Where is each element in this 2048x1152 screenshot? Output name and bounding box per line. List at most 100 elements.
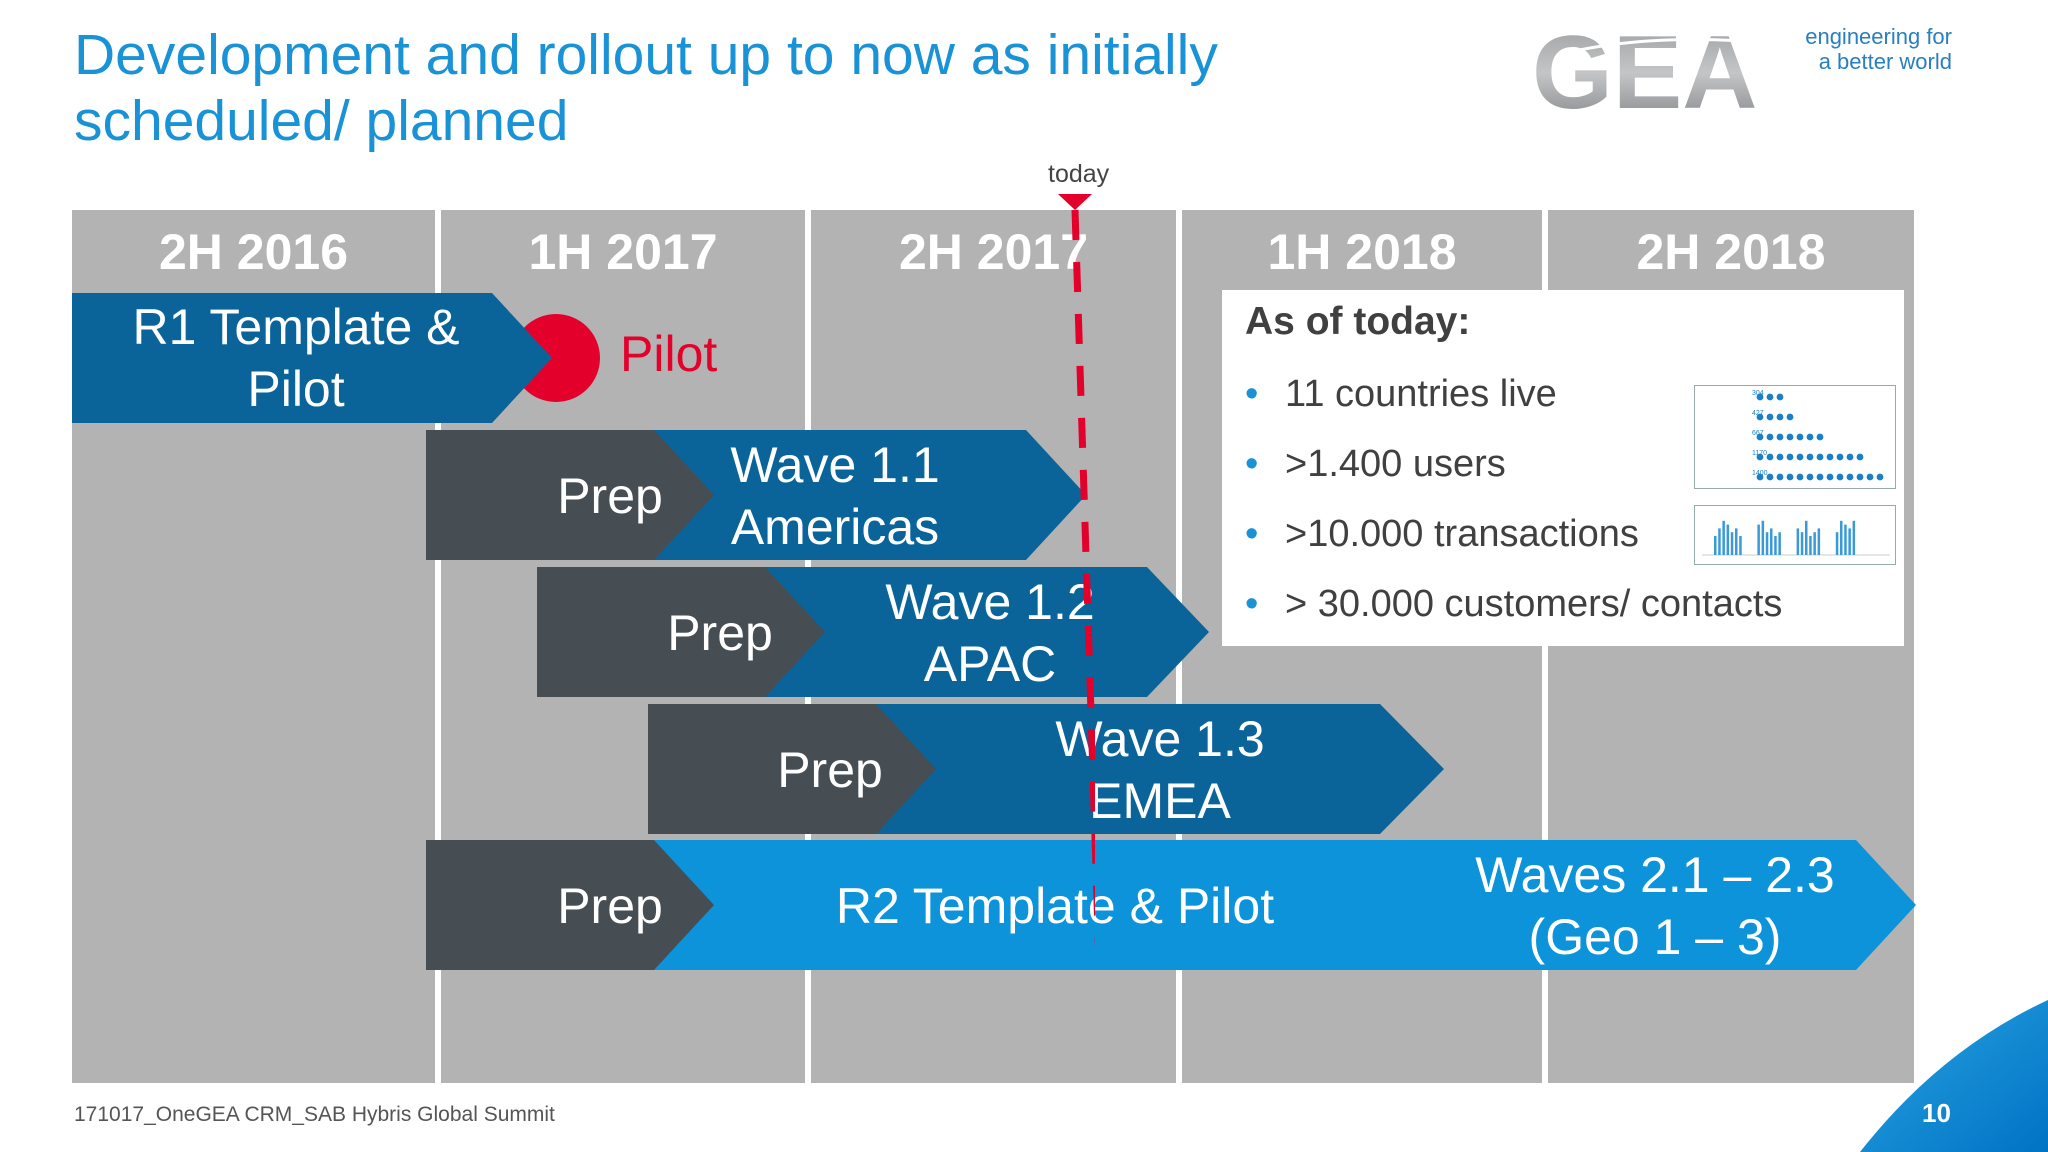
person-pictogram — [1806, 473, 1814, 481]
person-pictogram — [1846, 473, 1854, 481]
today-line — [1058, 194, 1095, 948]
person-pictogram — [1756, 413, 1764, 421]
person-pictogram — [1756, 473, 1764, 481]
bullet-transactions-text: >10.000 transactions — [1285, 513, 1639, 555]
transaction-bar — [1765, 532, 1769, 555]
person-pictogram — [1816, 453, 1824, 461]
transaction-bar — [1714, 536, 1717, 555]
transaction-bar — [1726, 524, 1730, 555]
corner-swoosh — [1860, 1000, 2048, 1152]
gea-logo: GEA — [1532, 22, 1781, 122]
column-header-2h-2016: 2H 2016 — [158, 224, 349, 280]
r2-waves-line-1: Waves 2.1 – 2.3 — [1475, 847, 1835, 903]
column-header-2h-2018: 2H 2018 — [1636, 224, 1826, 280]
person-pictogram — [1876, 473, 1884, 481]
bullet-users: • >1.400 users — [1245, 443, 1506, 485]
wave-1-3-bar — [648, 704, 1444, 834]
person-pictogram — [1766, 473, 1774, 481]
transaction-bar — [1739, 536, 1742, 555]
person-pictogram — [1866, 473, 1874, 481]
person-pictogram — [1776, 393, 1784, 401]
person-pictogram — [1796, 473, 1804, 481]
transaction-bar — [1805, 520, 1808, 555]
title-line-2: scheduled/ planned — [74, 89, 569, 153]
thumb-value-4: 1170 — [1752, 450, 1767, 457]
person-pictogram — [1826, 473, 1834, 481]
transaction-bar — [1757, 524, 1760, 555]
transaction-bar — [1718, 528, 1721, 555]
pilot-marker — [512, 314, 600, 402]
transaction-bar — [1809, 536, 1812, 555]
r1-label-line-2: Pilot — [247, 361, 345, 417]
column-header-2h-2017: 2H 2017 — [898, 224, 1089, 280]
r2-waves-line-2: (Geo 1 – 3) — [1528, 909, 1782, 965]
users-growth-thumbnail: 304 427 667 1170 1400 — [1694, 385, 1896, 489]
r1-bar — [72, 293, 600, 423]
person-pictogram — [1856, 473, 1864, 481]
person-pictogram — [1806, 433, 1814, 441]
wave-1-3-label-line-2: EMEA — [1089, 773, 1231, 829]
page-title: Development and rollout up to now as ini… — [74, 22, 1218, 154]
r2-waves-label: Waves 2.1 – 2.3 (Geo 1 – 3) — [1440, 844, 1870, 968]
transaction-bar — [1813, 532, 1816, 555]
person-pictogram — [1796, 453, 1804, 461]
wave-1-2-label-line-2: APAC — [923, 636, 1057, 692]
transaction-bar — [1817, 528, 1821, 555]
person-pictogram — [1766, 433, 1774, 441]
transaction-bar — [1835, 532, 1839, 555]
person-pictogram — [1756, 433, 1764, 441]
person-pictogram — [1786, 473, 1794, 481]
wave-1-1-label-line-2: Americas — [730, 499, 940, 555]
tagline-line-2: a better world — [1818, 49, 1952, 74]
wave-1-1-bar — [426, 430, 1086, 560]
page-number: 10 — [1922, 1098, 1951, 1128]
info-title: As of today: — [1245, 300, 1471, 343]
bullet-transactions: • >10.000 transactions — [1245, 513, 1639, 555]
r1-label-line-1: R1 Template & — [132, 299, 460, 355]
tagline-line-1: engineering for — [1805, 24, 1952, 49]
transaction-bar — [1774, 536, 1777, 555]
column-header-1h-2018: 1H 2018 — [1267, 224, 1457, 280]
person-pictogram — [1776, 433, 1784, 441]
today-label: today — [1048, 160, 1110, 188]
transaction-bar — [1800, 532, 1804, 555]
transaction-bar — [1770, 528, 1773, 555]
person-pictogram — [1776, 413, 1784, 421]
today-marker-icon — [1058, 194, 1092, 210]
person-pictogram — [1786, 453, 1794, 461]
transaction-bar — [1840, 520, 1843, 555]
thumb-value-2: 427 — [1752, 410, 1764, 417]
person-pictogram — [1766, 453, 1774, 461]
bullet-customers-text: > 30.000 customers/ contacts — [1285, 583, 1783, 625]
person-pictogram — [1796, 433, 1804, 441]
person-pictogram — [1816, 433, 1824, 441]
wave-1-2-bar — [537, 567, 1209, 697]
bullet-countries: • 11 countries live — [1245, 373, 1557, 415]
pilot-label: Pilot — [620, 326, 718, 382]
person-pictogram — [1806, 453, 1814, 461]
transaction-bar — [1796, 528, 1800, 555]
person-pictogram — [1836, 453, 1844, 461]
bullet-users-text: >1.400 users — [1285, 443, 1506, 485]
wave-1-2-prep-label: Prep — [667, 605, 773, 661]
person-pictogram — [1776, 453, 1784, 461]
wave-1-1-prep-label: Prep — [557, 468, 663, 524]
person-pictogram — [1786, 413, 1794, 421]
thumb-value-1: 304 — [1752, 390, 1764, 397]
wave-1-1-label-line-1: Wave 1.1 — [730, 437, 940, 493]
thumb-value-5: 1400 — [1752, 470, 1768, 477]
r2-bar — [426, 840, 1916, 970]
footer-text: 171017_OneGEA CRM_SAB Hybris Global Summ… — [74, 1103, 555, 1126]
person-pictogram — [1756, 453, 1764, 461]
transaction-bar — [1848, 528, 1851, 555]
bullet-customers: • > 30.000 customers/ contacts — [1245, 583, 1783, 625]
wave-1-1-label: Wave 1.1 Americas — [690, 434, 980, 558]
person-pictogram — [1826, 453, 1834, 461]
title-line-1: Development and rollout up to now as ini… — [74, 23, 1218, 87]
wave-1-3-prep-label: Prep — [777, 742, 883, 798]
person-pictogram — [1856, 453, 1864, 461]
person-pictogram — [1786, 433, 1794, 441]
transaction-bar — [1730, 532, 1734, 555]
person-pictogram — [1846, 453, 1854, 461]
person-pictogram — [1766, 393, 1774, 401]
